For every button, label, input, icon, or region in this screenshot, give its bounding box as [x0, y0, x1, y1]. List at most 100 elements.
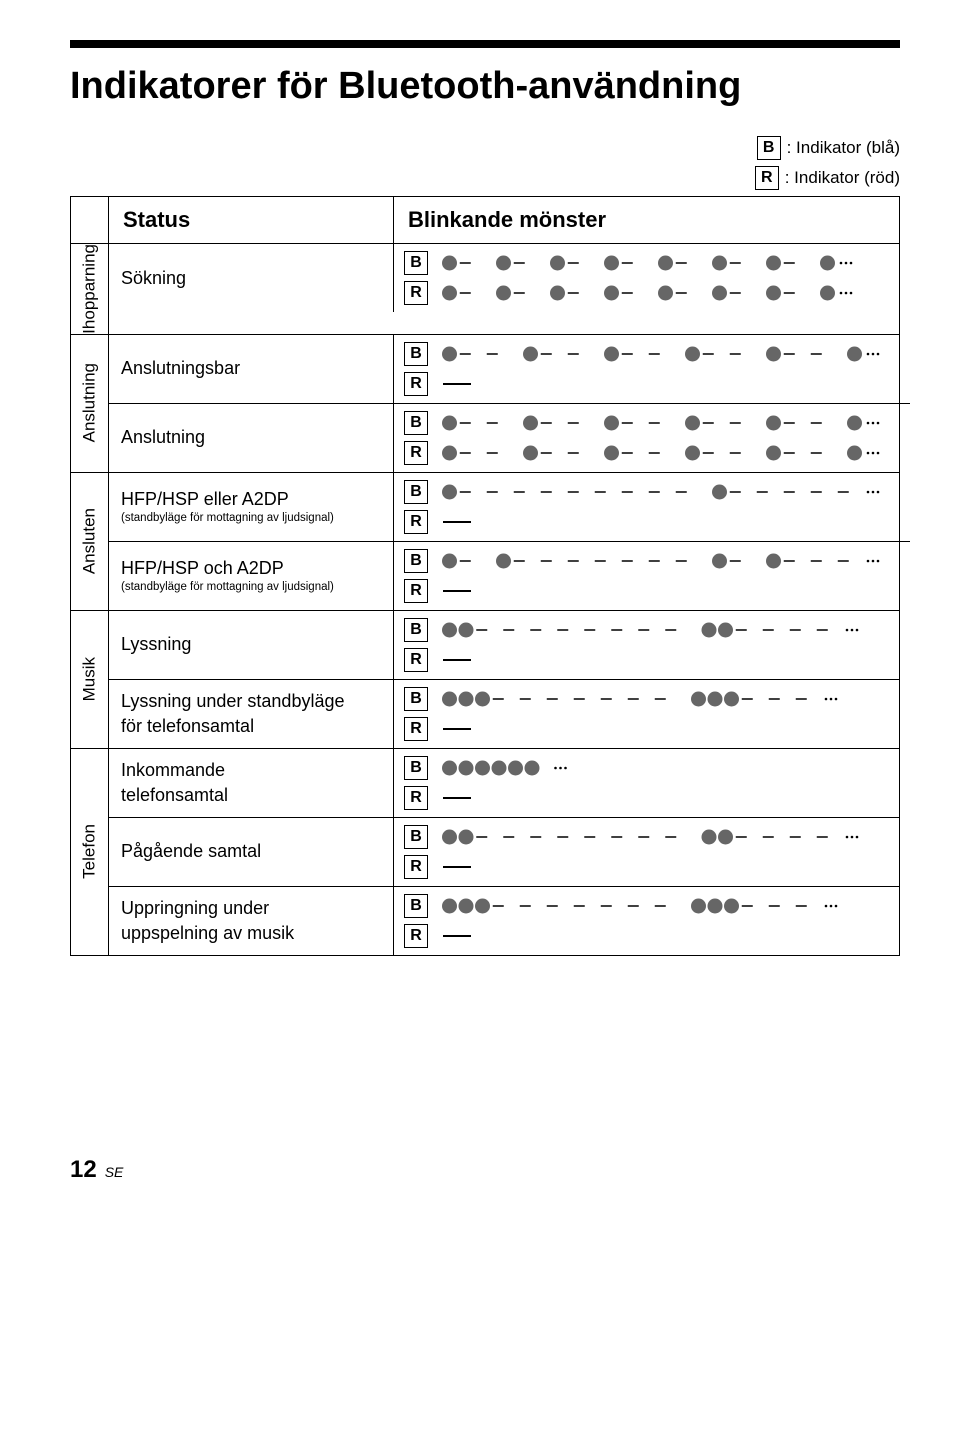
pattern-sequence	[440, 718, 889, 740]
indicator-box-r: R	[404, 717, 428, 741]
pattern-cell: BR	[394, 818, 899, 886]
table-row: Lyssning BR	[109, 611, 899, 680]
indicator-box-r: R	[404, 372, 428, 396]
pattern-cell: BR	[394, 244, 899, 312]
indicator-box-r: R	[404, 648, 428, 672]
legend-r-text: : Indikator (röd)	[785, 168, 900, 188]
pattern-line-b: B	[404, 755, 889, 781]
main-table: Status Blinkande mönster Ihopparning Sökn…	[70, 196, 900, 956]
page-number: 12	[70, 1156, 97, 1184]
pattern-sequence	[440, 895, 889, 917]
status-label: Lyssning	[121, 632, 381, 656]
pattern-sequence	[440, 688, 889, 710]
pattern-line-b: B	[404, 250, 889, 276]
indicator-box-b: B	[404, 756, 428, 780]
indicator-box-b: B	[404, 342, 428, 366]
header-row: Status Blinkande mönster	[71, 197, 899, 244]
indicator-box-r: R	[404, 924, 428, 948]
pattern-sequence	[440, 826, 889, 848]
group: MusikLyssningBRLyssning under standbyläg…	[71, 611, 899, 749]
indicator-box-r: R	[404, 786, 428, 810]
legend-r-box: R	[755, 166, 779, 190]
group: TelefonInkommandetelefonsamtalBRPågående…	[71, 749, 899, 955]
pattern-line-b: B	[404, 479, 900, 505]
indicator-box-b: B	[404, 480, 428, 504]
pattern-sequence	[440, 373, 900, 395]
pattern-sequence	[440, 619, 889, 641]
indicator-box-r: R	[404, 281, 428, 305]
side-label: Ihopparning	[71, 244, 109, 334]
side-label-text: Ihopparning	[80, 244, 100, 334]
side-label: Ansluten	[71, 473, 109, 610]
indicator-box-b: B	[404, 411, 428, 435]
pattern-sequence	[440, 856, 889, 878]
indicator-box-b: B	[404, 549, 428, 573]
legend: B : Indikator (blå) R : Indikator (röd)	[70, 136, 900, 190]
status-cell: Lyssning under standbylägeför telefonsam…	[109, 680, 394, 748]
pattern-line-r: R	[404, 509, 900, 535]
pattern-line-b: B	[404, 341, 900, 367]
status-label: Inkommande	[121, 758, 381, 782]
pattern-line-b: B	[404, 617, 889, 643]
pattern-line-r: R	[404, 923, 889, 949]
table-row: Uppringning underuppspelning av musikBR	[109, 887, 899, 955]
status-cell: Pågående samtal	[109, 818, 394, 886]
table-row: AnslutningsbarBR	[109, 335, 910, 404]
pattern-line-b: B	[404, 824, 889, 850]
pattern-sequence	[440, 252, 889, 274]
header-status: Status	[109, 197, 394, 243]
status-sublabel: (standbyläge för mottagning av ljudsigna…	[121, 580, 381, 595]
pattern-sequence	[440, 580, 900, 602]
group-body: InkommandetelefonsamtalBRPågående samtal…	[109, 749, 899, 955]
side-label-text: Telefon	[80, 824, 100, 879]
table-row: Pågående samtalBR	[109, 818, 899, 887]
pattern-cell: BR	[394, 542, 910, 610]
group-body: HFP/HSP eller A2DP(standbyläge för motta…	[109, 473, 910, 610]
status-label: Lyssning under standbyläge	[121, 689, 381, 713]
pattern-sequence	[440, 649, 889, 671]
footer: 12 SE	[70, 1156, 900, 1184]
pattern-cell: BR	[394, 611, 899, 679]
indicator-box-b: B	[404, 251, 428, 275]
group: Ihopparning Sökning BR	[71, 244, 899, 335]
pattern-line-r: R	[404, 647, 889, 673]
table-row: HFP/HSP och A2DP(standbyläge för mottagn…	[109, 542, 910, 610]
status-cell: Inkommandetelefonsamtal	[109, 749, 394, 817]
header-side-empty	[71, 197, 109, 243]
status-cell: HFP/HSP eller A2DP(standbyläge för motta…	[109, 473, 394, 541]
status-cell: Sökning	[109, 244, 394, 312]
pattern-sequence	[440, 757, 889, 779]
pattern-sequence	[440, 343, 900, 365]
table-row: Sökning BR	[109, 244, 899, 312]
status-sublabel: (standbyläge för mottagning av ljudsigna…	[121, 511, 381, 526]
pattern-line-r: R	[404, 440, 900, 466]
group-body: LyssningBRLyssning under standbylägeför …	[109, 611, 899, 748]
status-cell: Uppringning underuppspelning av musik	[109, 887, 394, 955]
legend-b-text: : Indikator (blå)	[787, 138, 900, 158]
status-label: Sökning	[121, 266, 381, 290]
legend-blue: B : Indikator (blå)	[757, 136, 900, 160]
pattern-sequence	[440, 412, 900, 434]
pattern-sequence	[440, 511, 900, 533]
pattern-line-b: B	[404, 410, 900, 436]
side-label: Telefon	[71, 749, 109, 955]
pattern-line-r: R	[404, 371, 900, 397]
status-label-line2: för telefonsamtal	[121, 714, 381, 738]
pattern-cell: BR	[394, 887, 899, 955]
pattern-line-b: B	[404, 893, 889, 919]
indicator-box-r: R	[404, 855, 428, 879]
pattern-sequence	[440, 442, 900, 464]
status-cell: HFP/HSP och A2DP(standbyläge för mottagn…	[109, 542, 394, 610]
pattern-line-b: B	[404, 686, 889, 712]
pattern-line-r: R	[404, 578, 900, 604]
page-title: Indikatorer för Bluetooth-användning	[70, 66, 900, 108]
status-label: HFP/HSP och A2DP	[121, 556, 381, 580]
table-row: InkommandetelefonsamtalBR	[109, 749, 899, 818]
indicator-box-r: R	[404, 579, 428, 603]
pattern-cell: BR	[394, 749, 899, 817]
status-label: Anslutning	[121, 425, 381, 449]
status-label: HFP/HSP eller A2DP	[121, 487, 381, 511]
pattern-line-r: R	[404, 280, 889, 306]
pattern-cell: BR	[394, 335, 910, 403]
side-label-text: Musik	[80, 657, 100, 701]
